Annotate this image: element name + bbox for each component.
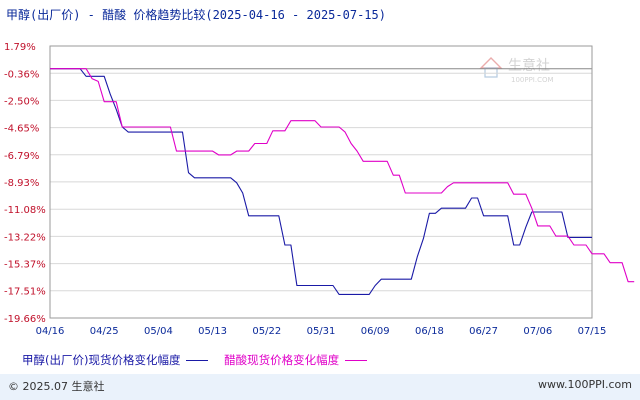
chart-title: 甲醇(出厂价) - 醋酸 价格趋势比较(2025-04-16 - 2025-07… <box>6 8 386 22</box>
x-tick-label: 05/13 <box>198 326 227 337</box>
legend-label-methanol: 甲醇(出厂价)现货价格变化幅度 <box>22 353 181 367</box>
y-axis-ticks: 1.79% -0.36% -2.50% -4.65% -6.79% -8.93% -11.0… <box>4 42 46 325</box>
y-tick-label: -4.65% <box>4 124 39 135</box>
y-tick-label: -6.79% <box>4 151 39 162</box>
legend-swatch-acetic-acid <box>345 359 368 361</box>
watermark-brand: 生意社 <box>508 57 550 74</box>
series-line-acetic-acid <box>50 68 635 283</box>
y-tick-label: -2.50% <box>4 96 39 107</box>
footer-site-link[interactable]: www.100PPI.com <box>538 378 632 391</box>
x-tick-label: 04/16 <box>36 326 65 337</box>
x-tick-label: 05/04 <box>144 326 173 337</box>
x-tick-label: 05/22 <box>252 326 281 337</box>
y-tick-label: 1.79% <box>4 42 36 53</box>
legend-item-methanol: 甲醇(出厂价)现货价格变化幅度 <box>22 352 209 368</box>
plot-frame <box>49 45 593 319</box>
y-tick-label: -17.51% <box>4 287 46 298</box>
y-tick-label: -8.93% <box>4 178 39 189</box>
grid-lines <box>50 45 592 319</box>
y-tick-label: -13.22% <box>4 232 46 243</box>
x-tick-label: 06/09 <box>361 326 390 337</box>
x-tick-label: 06/27 <box>469 326 498 337</box>
x-tick-label: 07/15 <box>578 326 607 337</box>
y-tick-label: -0.36% <box>4 69 39 80</box>
legend-item-acetic-acid: 醋酸现货价格变化幅度 <box>224 352 368 368</box>
legend: 甲醇(出厂价)现货价格变化幅度 醋酸现货价格变化幅度 <box>22 352 379 368</box>
watermark-logo: 生意社 100PPI.COM <box>479 57 554 84</box>
x-axis-ticks: 04/16 04/25 05/04 05/13 05/22 05/31 06/09 06/18… <box>36 326 607 337</box>
y-tick-label: -15.37% <box>4 260 46 271</box>
watermark-url: 100PPI.COM <box>511 76 554 84</box>
legend-label-acetic-acid: 醋酸现货价格变化幅度 <box>224 353 340 367</box>
legend-swatch-methanol <box>186 359 209 361</box>
series-line-methanol <box>50 68 592 295</box>
x-tick-label: 05/31 <box>307 326 336 337</box>
y-tick-label: -11.08% <box>4 205 46 216</box>
series-lines <box>50 68 635 295</box>
footer-copyright: © 2025.07 生意社 <box>8 380 105 393</box>
y-tick-label: -19.66% <box>4 314 46 325</box>
footer-bar <box>0 374 640 400</box>
x-tick-label: 06/18 <box>415 326 444 337</box>
x-tick-label: 07/06 <box>523 326 552 337</box>
plot-border <box>49 45 593 319</box>
x-tick-label: 04/25 <box>90 326 119 337</box>
